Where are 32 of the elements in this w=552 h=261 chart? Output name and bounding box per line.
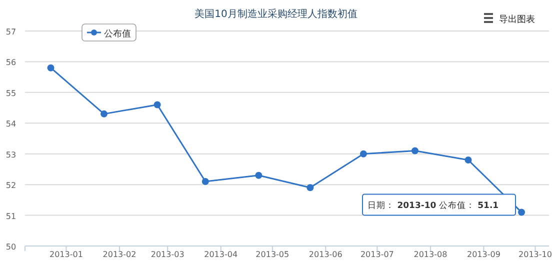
y-tick-label: 55: [6, 88, 16, 98]
point: [202, 178, 209, 185]
text: 导出图表: [499, 14, 535, 25]
y-tick-label: 54: [6, 120, 16, 129]
x-tick-label: 2013-01: [50, 250, 83, 259]
legend-label: 公布值: [104, 28, 131, 40]
x-tick-label: 2013-04: [204, 250, 238, 259]
point: [411, 147, 418, 154]
x-tick-label: 2013-05: [256, 250, 290, 259]
y-tick-label: 50: [6, 242, 16, 252]
point: [360, 150, 367, 158]
annotation: 日期： 2013-10 公布值： 51.1: [368, 200, 499, 212]
x-tick-label: 2013-09: [466, 250, 500, 259]
point: [518, 208, 526, 216]
point: [464, 156, 472, 164]
point: [47, 64, 54, 72]
point: [154, 101, 161, 108]
x-tick-label: 2013-07: [360, 250, 394, 259]
x-tick-label: 2013-08: [414, 250, 448, 259]
point: [255, 172, 262, 179]
y-tick-label: 56: [6, 58, 16, 68]
y-tick-label: 57: [6, 28, 16, 36]
x-tick-label: 2013-06: [308, 250, 342, 259]
y-tick-label: 52: [6, 181, 16, 190]
x-tick-label: 2013-02: [102, 250, 136, 259]
y-tick-label: 53: [6, 150, 16, 160]
point: [100, 110, 108, 118]
chart-title: 美国10月制造业采购经理人指数初值: [194, 8, 358, 20]
point: [306, 184, 314, 192]
x-tick-label: 2013-10: [518, 250, 552, 259]
x-tick-label: 2013-03: [150, 250, 184, 259]
y-tick-label: 51: [6, 212, 16, 221]
